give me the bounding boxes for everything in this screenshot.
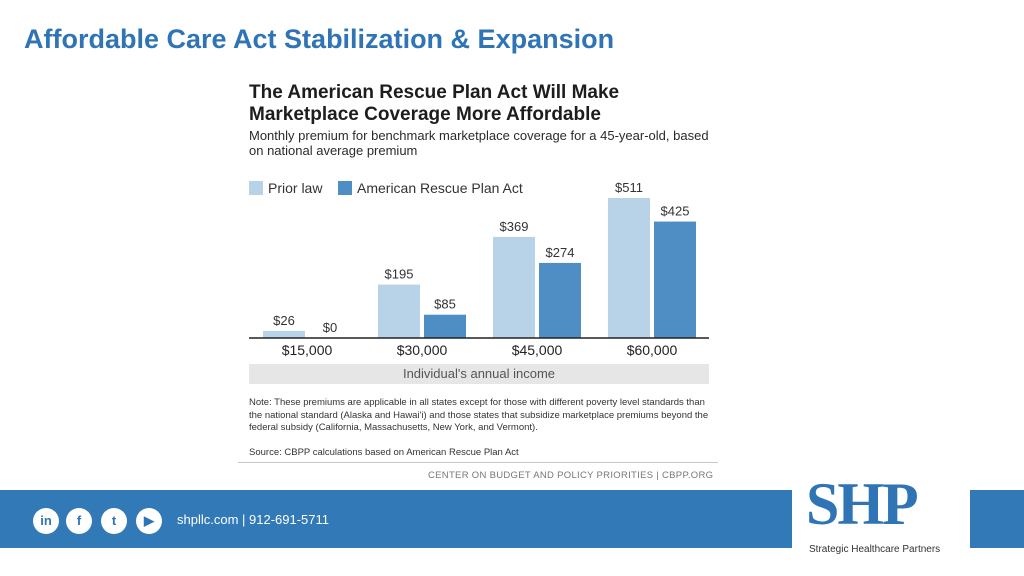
bar-0-2	[493, 236, 535, 338]
bar-0-0	[263, 330, 305, 338]
chart-note: Note: These premiums are applicable in a…	[249, 397, 709, 433]
bar-1-2	[539, 262, 581, 338]
data-label-0-0: $26	[273, 313, 295, 328]
divider	[238, 462, 718, 463]
shp-logo: SHP	[806, 471, 919, 537]
legend-swatch-0	[249, 181, 263, 195]
facebook-icon[interactable]: f	[66, 508, 92, 534]
chart-source: Source: CBPP calculations based on Ameri…	[249, 447, 519, 458]
bar-1-3	[654, 221, 696, 338]
legend-label-0: Prior law	[268, 180, 323, 196]
twitter-icon[interactable]: t	[101, 508, 127, 534]
data-label-0-2: $369	[500, 219, 529, 234]
data-label-1-1: $85	[434, 297, 456, 312]
logo-subtitle: Strategic Healthcare Partners	[809, 544, 941, 555]
legend-label-1: American Rescue Plan Act	[357, 180, 523, 196]
logo-panel	[792, 478, 970, 564]
data-label-1-3: $425	[661, 204, 690, 219]
x-tick-label-0: $15,000	[282, 342, 333, 358]
data-label-1-0: $0	[323, 320, 337, 335]
x-tick-label-3: $60,000	[627, 342, 678, 358]
legend-swatch-1	[338, 181, 352, 195]
x-tick-label-2: $45,000	[512, 342, 563, 358]
chart-title: The American Rescue Plan Act Will Make M…	[249, 82, 620, 125]
x-axis-label: Individual's annual income	[249, 364, 709, 384]
bar-0-1	[378, 284, 420, 338]
bar-1-1	[424, 314, 466, 338]
data-label-0-1: $195	[385, 267, 414, 282]
data-label-1-2: $274	[546, 245, 575, 260]
bar-0-3	[608, 198, 650, 338]
footer-contact[interactable]: shpllc.com | 912-691-5711	[177, 512, 330, 527]
chart-subtitle: Monthly premium for benchmark marketplac…	[249, 128, 709, 158]
linkedin-icon[interactable]: in	[33, 508, 59, 534]
chart-credit: CENTER ON BUDGET AND POLICY PRIORITIES |…	[428, 470, 714, 481]
data-label-0-3: $511	[615, 180, 643, 195]
x-tick-label-1: $30,000	[397, 342, 448, 358]
page-title: Affordable Care Act Stabilization & Expa…	[24, 24, 615, 54]
youtube-icon[interactable]: ▶	[136, 508, 162, 534]
